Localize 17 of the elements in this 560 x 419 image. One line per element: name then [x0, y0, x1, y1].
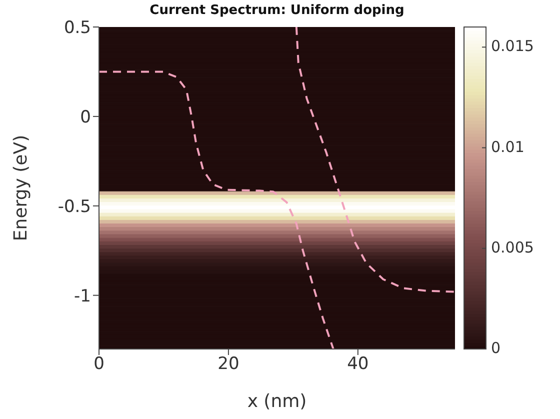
line-series: [295, 27, 455, 293]
color-bar-label: 0.015: [491, 37, 534, 56]
y-tick-label: 0: [80, 107, 91, 128]
chart-title: Current Spectrum: Uniform doping: [148, 3, 406, 18]
color-bar-label: 0.01: [491, 138, 524, 156]
y-tick-label: -0.5: [58, 196, 91, 217]
y-tick-label: -1: [74, 286, 91, 306]
x-axis-title: x (nm): [247, 391, 307, 412]
color-bar-label: 0.005: [491, 238, 534, 256]
x-tick-label: 0: [94, 354, 104, 374]
y-tick-label: 0.5: [64, 18, 91, 38]
y-axis-title: Energy (eV): [10, 134, 32, 242]
colorbar: 0 0.005 0.01 0.015: [463, 17, 553, 359]
color-bar-label: 0: [491, 339, 501, 358]
x-tick-label: 20: [218, 354, 240, 374]
line-series: [99, 70, 334, 349]
x-tick-label: 40: [347, 354, 369, 374]
